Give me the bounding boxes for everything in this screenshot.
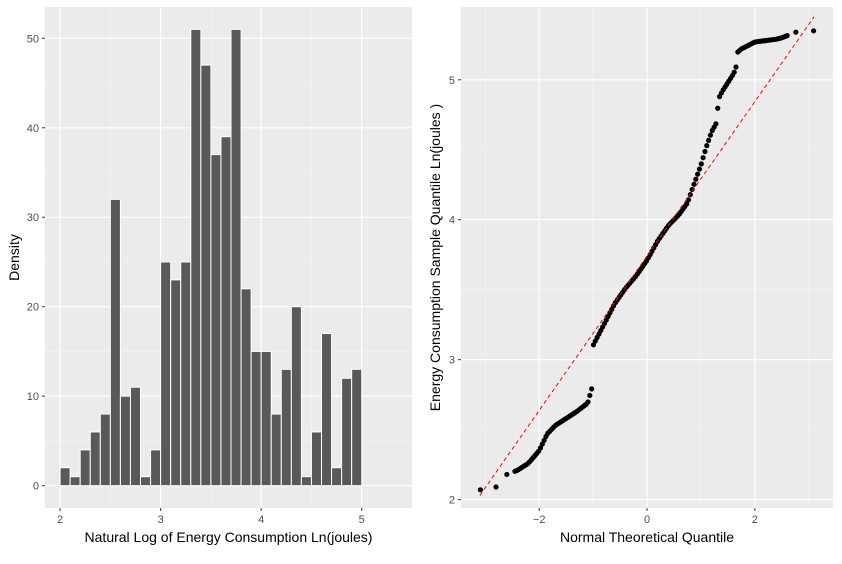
histogram-y-tick-label: 40 <box>27 123 39 135</box>
histogram-bar <box>190 28 202 487</box>
qq-x-tick-label: 2 <box>752 514 758 526</box>
qq-point <box>689 186 695 193</box>
qq-x-tick-label: −2 <box>533 514 546 526</box>
histogram-bar <box>270 413 282 487</box>
histogram-bar <box>250 350 262 487</box>
histogram-bar <box>290 306 302 487</box>
histogram-bar <box>300 476 312 487</box>
histogram-bar <box>351 368 363 487</box>
histogram-bar <box>210 154 222 487</box>
histogram-bar <box>160 261 172 487</box>
qq-point <box>589 386 595 392</box>
qq-y-tick-label: 2 <box>449 495 455 507</box>
qq-point <box>707 132 714 138</box>
qq-y-tick-label: 4 <box>449 215 455 227</box>
qq-point <box>693 176 699 182</box>
histogram-y-tick-label: 20 <box>27 302 39 314</box>
histogram-bars <box>59 28 363 487</box>
histogram-bar <box>69 476 81 487</box>
qq-point <box>695 171 701 177</box>
histogram-bar <box>170 279 182 487</box>
histogram-bar <box>119 395 131 487</box>
histogram-y-ticks: 0 10 20 30 40 50 <box>27 33 45 493</box>
qq-point <box>696 166 703 172</box>
qq-y-axis-title: Energy Consumption Sample Quantile Ln(jo… <box>427 104 443 411</box>
histogram-y-tick-label: 10 <box>27 391 39 403</box>
histogram-x-tick-label: 5 <box>359 514 365 526</box>
histogram-bar <box>140 476 152 487</box>
histogram-chart: 2 3 4 5 0 10 20 30 40 50 Natural Log of Energy C… <box>6 7 412 545</box>
qq-reference-line <box>479 16 815 496</box>
histogram-bar <box>280 368 292 487</box>
histogram-bar <box>321 333 333 487</box>
qq-point <box>810 28 817 34</box>
qq-y-tick-label: 3 <box>449 355 455 367</box>
histogram-bar <box>129 386 142 487</box>
qq-x-tick-label: 0 <box>644 514 650 526</box>
qq-gridlines <box>461 7 833 508</box>
qq-point <box>585 399 591 405</box>
qq-point <box>731 69 737 75</box>
histogram-bar <box>150 449 162 487</box>
histogram-x-ticks: 2 3 4 5 <box>57 508 365 526</box>
histogram-bar <box>99 413 111 487</box>
histogram-bar <box>230 28 242 487</box>
qq-y-tick-label: 5 <box>449 75 455 87</box>
histogram-bar <box>89 431 101 487</box>
histogram-bar <box>220 136 232 487</box>
qq-y-ticks: 2 3 4 5 <box>449 75 461 507</box>
qq-point <box>684 201 690 207</box>
qq-point <box>700 155 706 161</box>
qq-point <box>477 487 484 493</box>
histogram-x-tick-label: 2 <box>57 514 63 526</box>
qq-point <box>698 161 704 167</box>
qq-point <box>793 29 799 35</box>
histogram-y-tick-label: 50 <box>27 33 39 45</box>
histogram-bar <box>310 431 323 487</box>
histogram-bar <box>341 377 353 487</box>
qq-point <box>715 105 721 111</box>
histogram-y-tick-label: 30 <box>27 212 39 224</box>
histogram-y-tick-label: 0 <box>33 481 39 493</box>
qq-point <box>493 484 499 490</box>
qq-plot-chart: −2 0 2 2 3 4 5 Normal Theoretical Quantile En… <box>427 7 833 545</box>
qq-x-ticks: −2 0 2 <box>533 508 758 526</box>
qq-point <box>713 121 719 127</box>
qq-point <box>733 64 739 70</box>
qq-point <box>504 471 510 478</box>
histogram-x-tick-label: 3 <box>158 514 164 526</box>
histogram-y-axis-title: Density <box>6 234 22 281</box>
histogram-bar <box>260 350 272 487</box>
qq-point <box>691 181 697 187</box>
histogram-bar <box>200 64 212 487</box>
histogram-x-tick-label: 4 <box>258 514 264 526</box>
histogram-x-axis-title: Natural Log of Energy Consumption Ln(jou… <box>85 529 373 545</box>
qq-point <box>587 392 593 399</box>
qq-points <box>477 28 817 493</box>
histogram-bar <box>180 261 192 487</box>
histogram-bar <box>240 288 252 487</box>
qq-point <box>702 148 708 155</box>
histogram-bar <box>79 449 91 487</box>
qq-point <box>784 33 790 39</box>
histogram-bar <box>59 467 71 487</box>
qq-point <box>685 197 692 203</box>
histogram-bar <box>109 198 121 487</box>
qq-point <box>704 143 710 149</box>
qq-point <box>706 137 712 143</box>
qq-x-axis-title: Normal Theoretical Quantile <box>560 529 734 545</box>
histogram-bar <box>331 467 343 487</box>
